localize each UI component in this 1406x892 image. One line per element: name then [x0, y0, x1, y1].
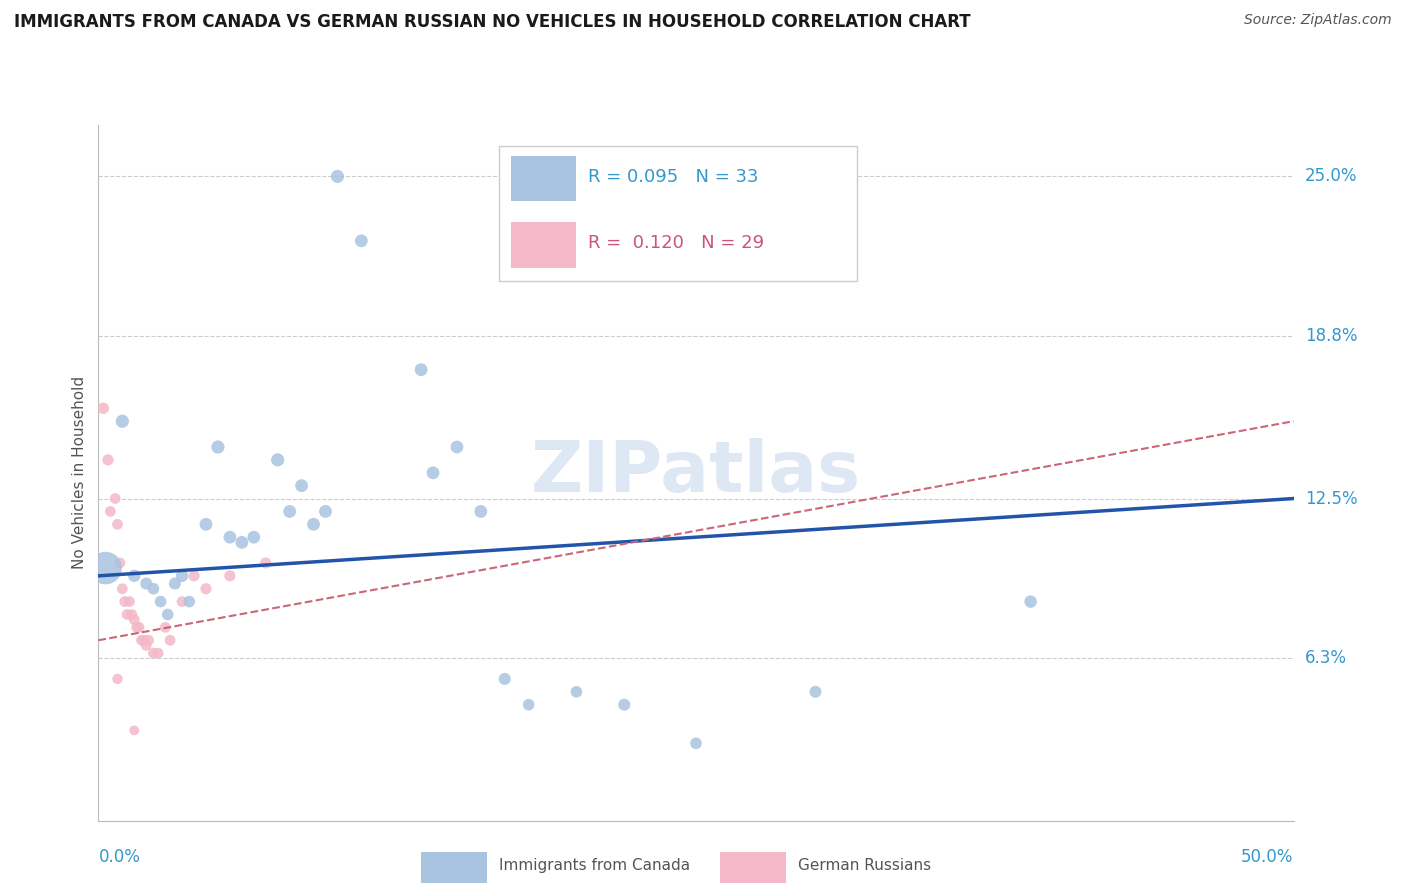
Point	[124, 569, 146, 583]
Text: 50.0%: 50.0%	[1241, 848, 1294, 866]
Point	[115, 607, 138, 622]
Text: ZIPatlas: ZIPatlas	[531, 438, 860, 508]
Point	[231, 535, 253, 549]
Point	[111, 414, 134, 428]
Point	[107, 672, 129, 686]
Point	[315, 504, 337, 518]
Point	[207, 440, 229, 454]
Point	[156, 607, 179, 622]
Point	[124, 723, 146, 738]
FancyBboxPatch shape	[720, 852, 786, 883]
Point	[172, 594, 194, 608]
Point	[685, 736, 707, 750]
FancyBboxPatch shape	[499, 145, 858, 282]
Point	[219, 569, 242, 583]
Point	[128, 620, 150, 634]
Point	[804, 685, 827, 699]
Point	[91, 401, 114, 416]
Point	[278, 504, 301, 518]
Point	[194, 582, 217, 596]
Text: 0.0%: 0.0%	[98, 848, 141, 866]
Point	[326, 169, 349, 184]
Point	[97, 453, 120, 467]
Point	[142, 646, 165, 660]
Point	[613, 698, 636, 712]
Point	[135, 639, 157, 653]
Y-axis label: No Vehicles in Household: No Vehicles in Household	[72, 376, 87, 569]
Point	[121, 607, 143, 622]
Point	[104, 491, 127, 506]
Point	[148, 646, 170, 660]
Point	[132, 633, 155, 648]
Text: German Russians: German Russians	[797, 858, 931, 873]
Point	[290, 478, 312, 492]
Point	[138, 633, 160, 648]
Point	[124, 613, 146, 627]
Point	[446, 440, 468, 454]
Point	[422, 466, 444, 480]
Text: 18.8%: 18.8%	[1305, 327, 1357, 345]
Point	[254, 556, 277, 570]
Point	[149, 594, 172, 608]
Point	[135, 576, 157, 591]
Point	[242, 530, 264, 544]
Text: Source: ZipAtlas.com: Source: ZipAtlas.com	[1244, 13, 1392, 28]
Point	[159, 633, 181, 648]
Point	[111, 582, 134, 596]
Point	[350, 234, 373, 248]
Text: IMMIGRANTS FROM CANADA VS GERMAN RUSSIAN NO VEHICLES IN HOUSEHOLD CORRELATION CH: IMMIGRANTS FROM CANADA VS GERMAN RUSSIAN…	[14, 13, 970, 31]
Point	[411, 362, 433, 376]
Point	[179, 594, 201, 608]
Point	[565, 685, 588, 699]
Point	[118, 594, 141, 608]
Point	[470, 504, 492, 518]
Text: 25.0%: 25.0%	[1305, 168, 1357, 186]
Point	[131, 633, 153, 648]
Point	[98, 504, 122, 518]
Point	[183, 569, 205, 583]
Point	[1019, 594, 1042, 608]
Text: R = 0.095   N = 33: R = 0.095 N = 33	[589, 168, 759, 186]
Point	[114, 594, 136, 608]
Point	[94, 561, 117, 575]
FancyBboxPatch shape	[422, 852, 486, 883]
Point	[107, 517, 129, 532]
FancyBboxPatch shape	[510, 156, 576, 202]
Point	[108, 556, 131, 570]
Text: R =  0.120   N = 29: R = 0.120 N = 29	[589, 235, 765, 252]
Point	[155, 620, 177, 634]
Point	[302, 517, 325, 532]
Point	[142, 582, 165, 596]
Point	[163, 576, 186, 591]
Text: Immigrants from Canada: Immigrants from Canada	[499, 858, 690, 873]
Point	[172, 569, 194, 583]
Text: 12.5%: 12.5%	[1305, 490, 1357, 508]
Point	[194, 517, 217, 532]
FancyBboxPatch shape	[510, 222, 576, 268]
Point	[125, 620, 148, 634]
Point	[494, 672, 516, 686]
Point	[267, 453, 290, 467]
Point	[219, 530, 242, 544]
Point	[517, 698, 540, 712]
Text: 6.3%: 6.3%	[1305, 649, 1347, 667]
